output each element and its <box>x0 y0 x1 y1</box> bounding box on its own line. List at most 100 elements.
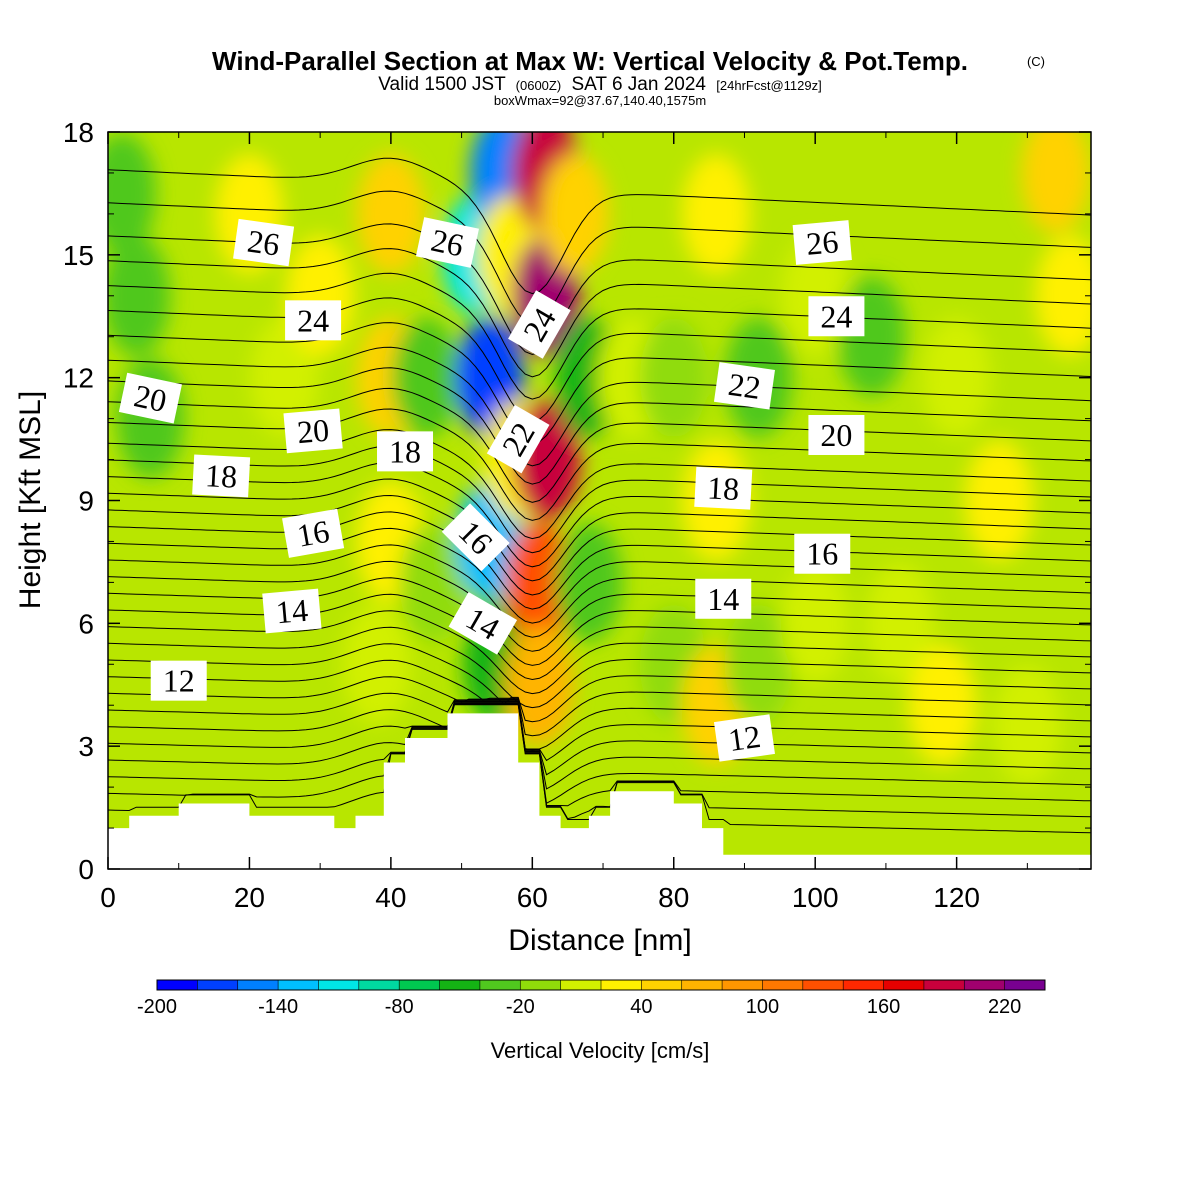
colorbar-swatch-9 <box>520 980 562 990</box>
velocity-cell-9 <box>342 604 411 725</box>
colorbar: -200 -140 -80 -20 40 100 160 220 <box>137 979 1046 1018</box>
velocity-cell-39 <box>908 645 977 766</box>
contour-label-text: 16 <box>294 513 332 554</box>
theta-contour-line-19 <box>108 478 1091 582</box>
y-tick-label: 0 <box>78 854 94 885</box>
y-tick-label: 12 <box>63 363 94 394</box>
theta-contour-line-3 <box>108 701 1091 804</box>
colorbar-swatch-5 <box>358 980 400 990</box>
colorbar-swatch-1 <box>197 980 239 990</box>
colorbar-swatch-14 <box>722 980 763 990</box>
valid-time-line: Valid 1500 JST (0600Z) SAT 6 Jan 2024 [2… <box>378 74 821 95</box>
colorbar-swatch-4 <box>318 980 360 990</box>
y-axis-title: Height [Kft MSL] <box>14 391 47 609</box>
contour-label-5: 20 <box>283 408 343 454</box>
contour-label-box <box>794 533 851 574</box>
x-tick-label: 100 <box>792 882 839 913</box>
colorbar-tick-label: 160 <box>867 996 900 1018</box>
contour-label-box <box>792 220 852 265</box>
colorbar-tick-label: 100 <box>746 996 779 1018</box>
colorbar-swatch-17 <box>843 980 885 990</box>
contour-label-9: 26 <box>415 217 479 268</box>
colorbar-title: Vertical Velocity [cm/s] <box>491 1038 710 1063</box>
contour-label-7: 24 <box>285 300 342 341</box>
contour-label-text: 18 <box>204 457 238 495</box>
contour-label-1: 14 <box>262 588 322 634</box>
theta-contour-line-32 <box>108 190 1091 325</box>
velocity-cell-22 <box>505 522 574 643</box>
theta-contour-line-25 <box>108 367 1091 485</box>
theta-contour-line-16 <box>108 527 1091 624</box>
contour-label-box <box>233 218 295 267</box>
contour-label-box <box>118 372 182 424</box>
theta-contour-line-29 <box>108 272 1091 400</box>
chart-title: Wind-Parallel Section at Max W: Vertical… <box>212 46 968 76</box>
velocity-cell-38 <box>866 563 935 684</box>
velocity-cell-30 <box>682 153 751 274</box>
contour-label-20: 20 <box>808 414 865 455</box>
valid-utc: (0600Z) <box>516 78 562 93</box>
contour-label-19: 24 <box>808 296 865 337</box>
contour-label-3: 18 <box>192 454 251 498</box>
x-tick-label: 60 <box>517 882 548 913</box>
contour-label-8: 26 <box>233 218 295 267</box>
theta-contour-line-2 <box>108 702 1091 807</box>
colorbar-swatch-16 <box>802 980 844 990</box>
theta-contour-line-28 <box>108 297 1091 422</box>
contour-label-box <box>486 404 550 474</box>
contour-label-box <box>808 296 865 337</box>
velocity-cell-1 <box>108 235 171 356</box>
contour-label-text: 14 <box>707 581 739 617</box>
velocity-cell-36 <box>781 563 850 684</box>
contour-label-box <box>713 714 775 762</box>
theta-contour-line-27 <box>108 322 1091 445</box>
theta-contour-line-6 <box>108 692 1091 762</box>
contour-label-text: 24 <box>297 302 329 338</box>
theta-contour-line-4 <box>108 701 1091 790</box>
velocity-cell-24 <box>540 153 609 274</box>
colorbar-swatch-15 <box>762 980 804 990</box>
velocity-cell-11 <box>399 522 468 643</box>
contour-label-text: 26 <box>805 223 840 262</box>
contour-label-box <box>415 217 479 268</box>
theta-contour-line-0 <box>108 704 1091 834</box>
velocity-cell-41 <box>965 440 1034 561</box>
contour-label-box <box>694 466 753 510</box>
colorbar-tick-label: 220 <box>988 996 1021 1018</box>
theta-contour-line-24 <box>108 387 1091 503</box>
contour-label-box <box>508 290 571 359</box>
contour-label-6: 18 <box>377 431 434 472</box>
velocity-cell-26 <box>554 522 623 643</box>
colorbar-tick-label: -140 <box>258 996 298 1018</box>
contour-label-text: 18 <box>389 433 421 469</box>
theta-contours <box>108 157 1091 834</box>
contour-label-text: 20 <box>296 412 331 451</box>
velocity-cell-0 <box>108 133 157 254</box>
contour-label-box <box>150 660 207 701</box>
copyright-mark: (C) <box>1027 54 1045 69</box>
contour-label-box <box>282 508 345 558</box>
colorbar-swatch-11 <box>601 980 642 990</box>
contour-label-text: 22 <box>726 366 763 406</box>
contour-label-text: 14 <box>274 592 309 631</box>
contour-label-box <box>285 300 342 341</box>
colorbar-swatch-3 <box>278 980 319 990</box>
contour-label-box <box>713 362 775 410</box>
colorbar-swatch-8 <box>479 980 521 990</box>
colorbar-tick-label: -200 <box>137 996 177 1018</box>
theta-contour-line-23 <box>108 408 1091 521</box>
theta-contour-line-22 <box>108 429 1091 540</box>
colorbar-swatch-0 <box>157 980 198 990</box>
valid-prefix: Valid 1500 JST <box>378 74 506 95</box>
velocity-cell-43 <box>1021 132 1090 233</box>
contour-label-box <box>808 414 865 455</box>
contour-label-box <box>192 454 251 498</box>
x-tick-label: 0 <box>100 882 116 913</box>
contour-label-box <box>377 431 434 472</box>
theta-contour-line-20 <box>108 461 1091 568</box>
x-tick-label: 40 <box>375 882 406 913</box>
theta-contour-line-33 <box>108 157 1091 295</box>
velocity-cell-23 <box>505 624 574 745</box>
